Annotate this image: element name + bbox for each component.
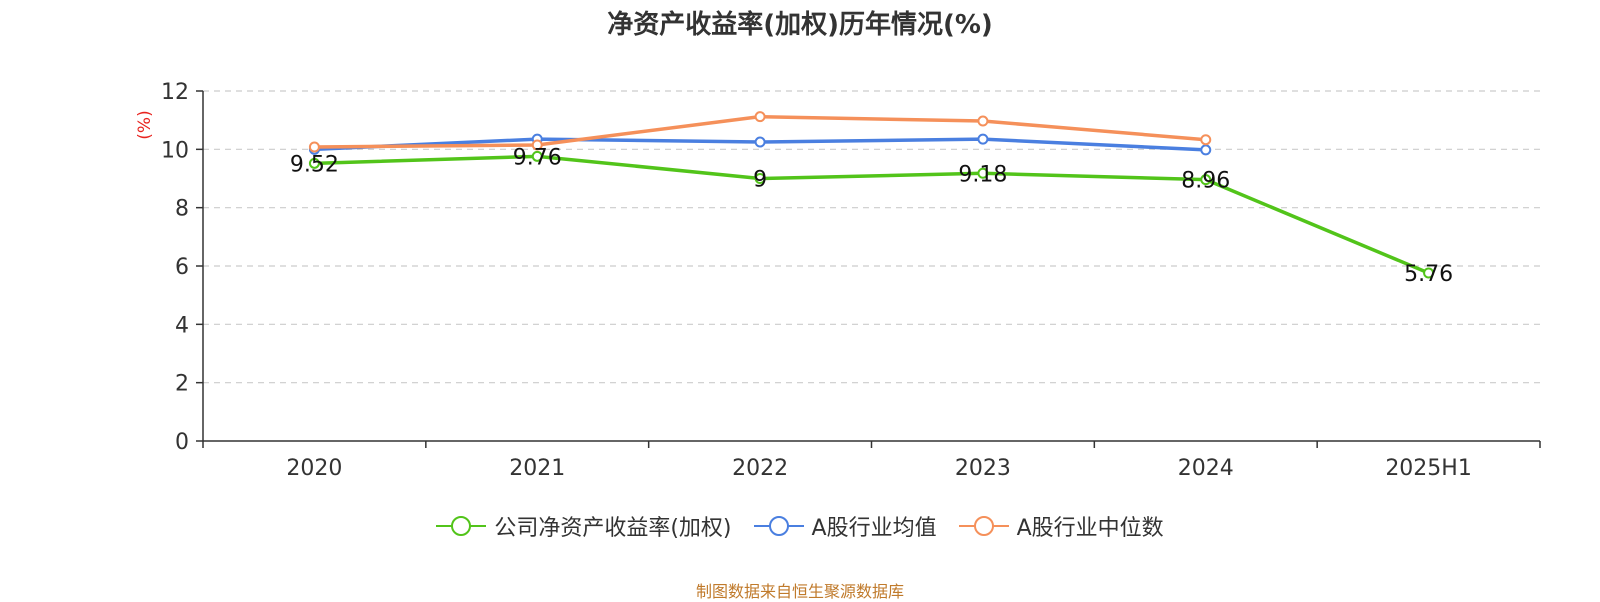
y-tick-label: 10 <box>161 138 189 163</box>
data-source-note: 制图数据来自恒生聚源数据库 <box>695 582 904 601</box>
legend-marker-blue-icon <box>753 516 804 536</box>
y-tick-label: 0 <box>175 430 189 455</box>
data-label: 9 <box>753 168 767 193</box>
y-tick-label: 8 <box>175 197 189 222</box>
legend-item-company-roe[interactable]: 公司净资产收益率(加权) <box>436 510 732 542</box>
data-point <box>531 150 543 162</box>
series-line <box>314 154 1430 275</box>
x-tick-label: 2023 <box>955 456 1011 481</box>
data-point <box>754 111 766 123</box>
y-axis-label: (%) <box>135 110 155 139</box>
y-tick-label: 12 <box>161 80 189 105</box>
legend-item-industry-mean[interactable]: A股行业均值 <box>753 510 937 542</box>
chart-title: 净资产收益率(加权)历年情况(%) <box>607 10 993 40</box>
data-point <box>1423 267 1435 279</box>
data-point <box>1200 144 1212 156</box>
data-label: 9.52 <box>290 152 339 177</box>
legend-label-industry-median: A股行业中位数 <box>1016 516 1164 541</box>
data-label: 8.96 <box>1181 169 1230 194</box>
data-point <box>531 139 543 151</box>
legend-label-industry-mean: A股行业均值 <box>811 516 937 541</box>
data-point <box>1200 174 1212 186</box>
data-point <box>977 115 989 127</box>
data-label: 5.76 <box>1404 262 1453 287</box>
legend-label-company-roe: 公司净资产收益率(加权) <box>494 516 732 541</box>
x-tick-label: 2021 <box>509 456 565 481</box>
legend: 公司净资产收益率(加权) A股行业均值 A股行业中位数 <box>0 510 1600 542</box>
data-label: 9.76 <box>513 145 562 170</box>
legend-marker-green-icon <box>436 516 487 536</box>
y-tick-label: 2 <box>175 372 189 397</box>
line-chart: 0 2 4 6 8 10 12 (%) 2020 2021 2022 2023 2024 2025H1 9.… <box>135 80 1541 481</box>
data-point <box>1200 134 1212 146</box>
x-tick-label: 2020 <box>286 456 342 481</box>
data-point <box>308 157 320 169</box>
data-point <box>977 133 989 145</box>
data-point <box>308 141 320 153</box>
data-label: 9.18 <box>958 162 1007 187</box>
x-tick-label: 2024 <box>1178 456 1234 481</box>
data-point <box>977 167 989 179</box>
x-tick-label: 2025H1 <box>1385 456 1472 481</box>
legend-marker-orange-icon <box>958 516 1009 536</box>
data-point <box>754 136 766 148</box>
y-tick-label: 4 <box>175 313 189 338</box>
x-tick-label: 2022 <box>732 456 788 481</box>
legend-item-industry-median[interactable]: A股行业中位数 <box>958 510 1164 542</box>
data-point <box>754 173 766 184</box>
y-tick-label: 6 <box>175 255 189 280</box>
